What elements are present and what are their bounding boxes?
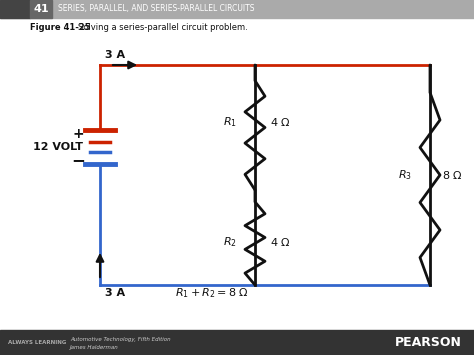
Text: $R_1$: $R_1$	[223, 116, 237, 130]
Text: Solving a series-parallel circuit problem.: Solving a series-parallel circuit proble…	[78, 22, 248, 32]
Text: +: +	[72, 127, 84, 141]
Text: $R_1 + R_2 = 8\ \Omega$: $R_1 + R_2 = 8\ \Omega$	[175, 286, 249, 300]
Text: 8 $\Omega$: 8 $\Omega$	[442, 169, 463, 181]
Bar	[30, 0, 52, 18]
Text: Figure 41-25: Figure 41-25	[30, 22, 91, 32]
Text: 41: 41	[33, 4, 49, 14]
Bar	[0, 330, 474, 355]
Text: 4 $\Omega$: 4 $\Omega$	[270, 116, 291, 129]
Text: −: −	[71, 151, 85, 169]
Text: 3 A: 3 A	[105, 288, 125, 298]
Text: $R_3$: $R_3$	[398, 168, 412, 182]
Text: ALWAYS LEARNING: ALWAYS LEARNING	[8, 340, 66, 345]
Text: 3 A: 3 A	[105, 50, 125, 60]
Text: PEARSON: PEARSON	[395, 336, 462, 349]
Text: James Halderman: James Halderman	[70, 344, 119, 350]
Text: SERIES, PARALLEL, AND SERIES-PARALLEL CIRCUITS: SERIES, PARALLEL, AND SERIES-PARALLEL CI…	[58, 5, 255, 13]
Text: 12 VOLT: 12 VOLT	[33, 142, 83, 152]
Bar	[0, 0, 30, 18]
Text: $R_2$: $R_2$	[223, 236, 237, 250]
Bar	[0, 0, 474, 18]
Text: Automotive Technology, Fifth Edition: Automotive Technology, Fifth Edition	[70, 337, 171, 342]
Text: 4 $\Omega$: 4 $\Omega$	[270, 236, 291, 248]
